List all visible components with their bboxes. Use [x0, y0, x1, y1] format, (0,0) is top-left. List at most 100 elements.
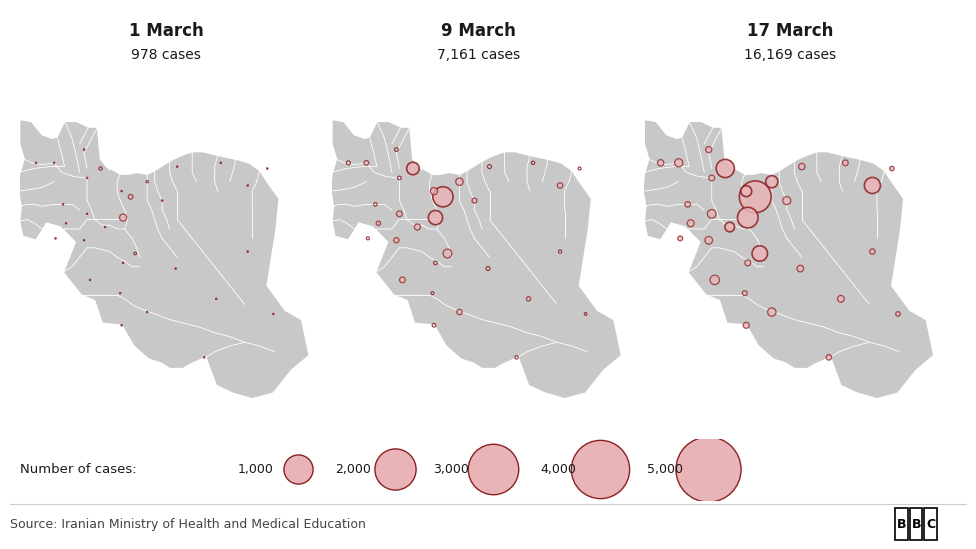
Circle shape	[744, 322, 750, 328]
Circle shape	[472, 198, 477, 203]
Circle shape	[86, 213, 88, 215]
Circle shape	[35, 162, 37, 164]
Circle shape	[376, 221, 381, 226]
Circle shape	[740, 181, 771, 213]
Circle shape	[55, 238, 57, 239]
Circle shape	[798, 164, 805, 170]
Circle shape	[65, 222, 67, 224]
Circle shape	[428, 210, 442, 225]
Circle shape	[203, 356, 205, 358]
Circle shape	[745, 260, 751, 266]
Circle shape	[83, 149, 85, 150]
Point	[700, 465, 715, 474]
Circle shape	[430, 188, 437, 195]
Polygon shape	[18, 119, 309, 399]
Text: 1,000: 1,000	[237, 463, 273, 476]
Circle shape	[393, 238, 399, 243]
Text: 4,000: 4,000	[540, 463, 576, 476]
Text: 5,000: 5,000	[647, 463, 683, 476]
Circle shape	[396, 211, 402, 217]
Circle shape	[837, 295, 844, 302]
Polygon shape	[642, 119, 934, 399]
Circle shape	[743, 291, 748, 295]
Circle shape	[457, 309, 463, 315]
Text: B: B	[912, 518, 921, 531]
Text: 9 March: 9 March	[441, 22, 515, 40]
Text: B: B	[897, 518, 907, 531]
Circle shape	[842, 160, 848, 166]
Circle shape	[266, 167, 268, 169]
Circle shape	[86, 177, 88, 179]
Circle shape	[557, 183, 563, 188]
Circle shape	[247, 184, 249, 186]
Text: Source: Iranian Ministry of Health and Medical Education: Source: Iranian Ministry of Health and M…	[10, 518, 366, 531]
Text: 17 March: 17 March	[748, 22, 834, 40]
Text: C: C	[926, 518, 936, 531]
Circle shape	[407, 162, 419, 175]
Circle shape	[128, 194, 133, 199]
Text: 2,000: 2,000	[335, 463, 371, 476]
Circle shape	[247, 251, 249, 253]
Circle shape	[896, 312, 900, 316]
Circle shape	[175, 268, 177, 270]
Point	[485, 465, 501, 474]
Circle shape	[121, 324, 123, 326]
Circle shape	[687, 220, 694, 227]
Circle shape	[752, 246, 767, 261]
Circle shape	[890, 166, 894, 171]
Circle shape	[83, 239, 85, 241]
Circle shape	[119, 214, 127, 221]
Circle shape	[741, 186, 752, 197]
Circle shape	[121, 191, 123, 192]
Circle shape	[146, 311, 148, 313]
Circle shape	[706, 147, 712, 153]
Circle shape	[161, 200, 163, 201]
FancyBboxPatch shape	[895, 508, 908, 540]
Circle shape	[783, 197, 791, 205]
Circle shape	[677, 236, 682, 241]
Circle shape	[122, 262, 124, 264]
Circle shape	[685, 201, 690, 207]
Text: Number of cases:: Number of cases:	[20, 463, 137, 476]
Text: 3,000: 3,000	[432, 463, 468, 476]
Circle shape	[220, 162, 222, 164]
Circle shape	[89, 279, 91, 281]
Point	[290, 465, 305, 474]
Circle shape	[364, 160, 369, 165]
Circle shape	[767, 308, 776, 316]
Circle shape	[53, 162, 55, 164]
Circle shape	[433, 187, 453, 207]
Circle shape	[708, 210, 716, 218]
Circle shape	[399, 277, 405, 283]
FancyBboxPatch shape	[924, 508, 937, 540]
Circle shape	[710, 275, 719, 284]
Circle shape	[674, 159, 683, 167]
Circle shape	[865, 177, 880, 193]
Text: 1 March: 1 March	[129, 22, 203, 40]
Circle shape	[725, 222, 735, 232]
Circle shape	[415, 224, 421, 230]
Point	[592, 465, 608, 474]
Circle shape	[119, 292, 121, 294]
Polygon shape	[330, 119, 622, 399]
Circle shape	[870, 249, 875, 254]
Point	[387, 465, 403, 474]
Circle shape	[797, 265, 803, 272]
Circle shape	[104, 226, 106, 228]
Text: 978 cases: 978 cases	[131, 48, 201, 62]
FancyBboxPatch shape	[910, 508, 922, 540]
Circle shape	[526, 296, 531, 301]
Circle shape	[456, 178, 464, 186]
Circle shape	[705, 237, 712, 244]
Text: 7,161 cases: 7,161 cases	[436, 48, 520, 62]
Circle shape	[766, 176, 778, 188]
Circle shape	[716, 159, 734, 177]
Circle shape	[709, 175, 714, 181]
Circle shape	[216, 298, 217, 300]
Circle shape	[443, 249, 452, 258]
Circle shape	[272, 313, 274, 315]
Circle shape	[826, 355, 832, 360]
Text: 16,169 cases: 16,169 cases	[745, 48, 836, 62]
Circle shape	[658, 160, 664, 166]
Circle shape	[177, 166, 178, 167]
